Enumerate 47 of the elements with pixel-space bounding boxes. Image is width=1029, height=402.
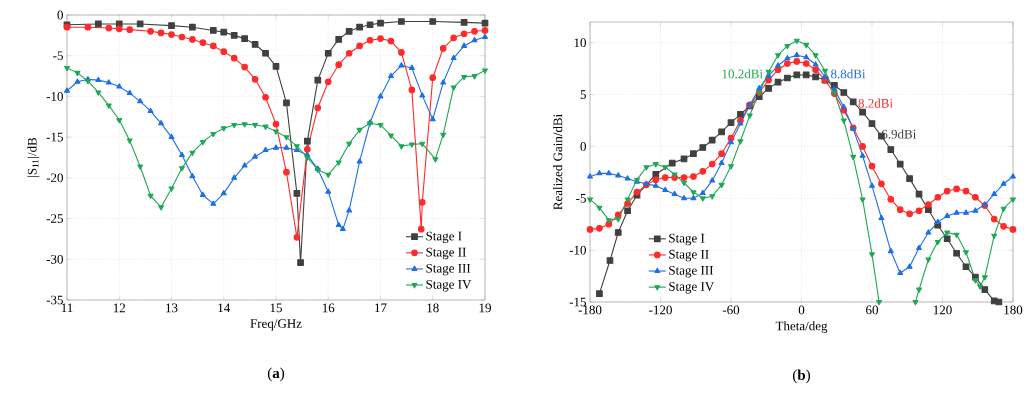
y-tick-label: -15 (46, 132, 63, 142)
legend-label: Stage III (426, 263, 471, 276)
y-axis-title: Realized Gain/dBi (553, 114, 563, 210)
y-tick-label: -30 (46, 254, 63, 264)
y-axis-title: |S$_{11}$|/dB (27, 137, 40, 177)
x-tick-label: 60 (866, 305, 879, 315)
y-tick-label: -5 (576, 193, 586, 203)
text: (b) (793, 369, 810, 384)
legend-label: Stage III (669, 265, 714, 278)
x-tick-label: 12 (113, 303, 126, 313)
legend-label: Stage II (669, 249, 709, 262)
y-tick-label: -5 (53, 51, 63, 61)
y-tick-label: -15 (569, 297, 586, 307)
y-tick-label: 10 (574, 38, 586, 48)
y-tick-label: -20 (46, 173, 63, 183)
x-tick-label: 15 (270, 303, 282, 313)
x-tick-label: 13 (166, 303, 178, 313)
x-tick-label: 19 (479, 303, 491, 313)
legend-label: Stage IV (669, 282, 715, 294)
y-tick-label: 0 (57, 10, 63, 20)
text: (a) (267, 367, 285, 382)
legend-label: Stage II (426, 247, 466, 260)
legend-label: Stage I (669, 233, 705, 246)
y-tick-label: -35 (46, 295, 63, 305)
x-tick-label: 16 (322, 303, 335, 313)
legend-label: Stage I (426, 231, 462, 244)
x-tick-label: -120 (649, 305, 672, 315)
x-tick-label: 180 (1004, 305, 1023, 315)
annotation: 10.2dBi (722, 69, 763, 79)
x-tick-label: 120 (933, 305, 952, 315)
x-axis-title: Theta/deg (775, 321, 828, 333)
y-tick-label: 0 (580, 142, 586, 151)
annotation: 8.8dBi (831, 69, 866, 79)
annotation: 8.2dBi (858, 98, 893, 108)
x-tick-label: -180 (578, 305, 602, 315)
y-tick-label: -10 (569, 245, 586, 255)
x-tick-label: 11 (61, 303, 73, 313)
y-tick-label: -25 (46, 214, 63, 223)
x-axis-title: Freq/GHz (250, 319, 302, 331)
x-tick-label: 0 (798, 305, 805, 315)
y-tick-label: 5 (580, 90, 586, 99)
x-tick-label: 17 (375, 303, 387, 313)
x-tick-label: 18 (427, 303, 439, 313)
y-tick-label: -10 (46, 92, 63, 101)
legend-label: Stage IV (426, 279, 472, 292)
x-tick-label: -60 (722, 305, 740, 315)
x-tick-label: 14 (218, 303, 231, 313)
